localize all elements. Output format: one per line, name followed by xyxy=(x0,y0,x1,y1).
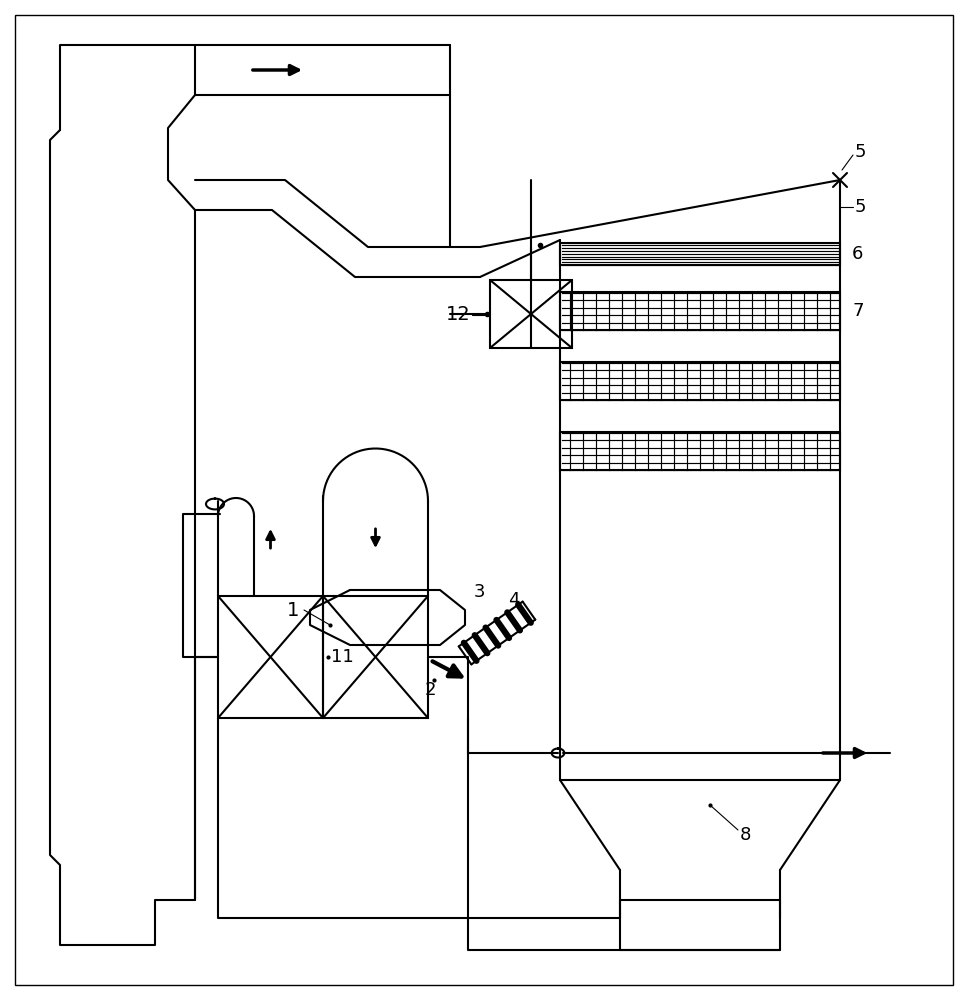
Bar xyxy=(560,243,840,265)
Text: 7: 7 xyxy=(852,302,863,320)
Bar xyxy=(560,432,840,470)
Text: 11: 11 xyxy=(331,648,353,666)
Bar xyxy=(560,362,840,400)
Text: 5: 5 xyxy=(855,198,866,216)
Text: 6: 6 xyxy=(852,245,863,263)
Text: 5: 5 xyxy=(855,143,866,161)
Bar xyxy=(490,280,572,348)
Text: 1: 1 xyxy=(287,600,299,619)
Text: 3: 3 xyxy=(473,583,485,601)
Bar xyxy=(560,292,840,330)
Bar xyxy=(218,596,323,718)
Text: 12: 12 xyxy=(445,306,470,324)
Bar xyxy=(323,596,428,718)
Text: 4: 4 xyxy=(508,591,520,609)
Text: 2: 2 xyxy=(424,681,436,699)
Text: 8: 8 xyxy=(740,826,751,844)
